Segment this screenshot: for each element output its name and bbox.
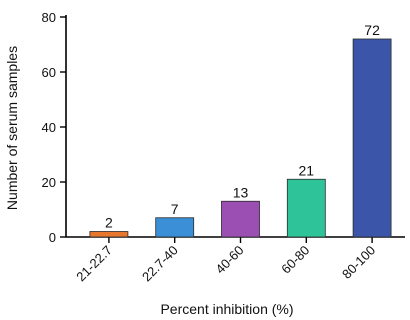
bar bbox=[89, 231, 129, 238]
x-axis: 21-22.7 22.7-40 40-60 60-80 80-100 bbox=[66, 236, 405, 285]
y-axis: 0 20 40 60 80 bbox=[42, 10, 67, 245]
bar bbox=[286, 178, 326, 238]
y-tick-label: 0 bbox=[49, 230, 56, 245]
bar bbox=[352, 38, 392, 238]
x-tick-label: 80-100 bbox=[339, 243, 378, 282]
bar bbox=[221, 200, 260, 238]
bar-value-label: 72 bbox=[364, 22, 380, 38]
data-labels: 2 7 13 21 72 bbox=[105, 22, 380, 231]
y-axis-title: Number of serum samples bbox=[4, 46, 20, 210]
y-tick-label: 40 bbox=[42, 120, 56, 135]
bars bbox=[89, 38, 392, 238]
x-tick-label: 21-22.7 bbox=[73, 243, 115, 285]
x-axis-title: Percent inhibition (%) bbox=[160, 301, 293, 317]
y-tick-label: 80 bbox=[42, 10, 56, 25]
bar-value-label: 21 bbox=[299, 162, 315, 178]
bar bbox=[155, 217, 195, 238]
bar-value-label: 7 bbox=[171, 201, 179, 217]
y-tick-label: 60 bbox=[42, 65, 56, 80]
y-tick-label: 20 bbox=[42, 175, 56, 190]
bar-value-label: 13 bbox=[233, 184, 249, 200]
x-tick-label: 40-60 bbox=[213, 243, 247, 277]
x-tick-label: 60-80 bbox=[278, 243, 312, 277]
bar-value-label: 2 bbox=[105, 215, 113, 231]
x-tick-label: 22.7-40 bbox=[139, 243, 181, 285]
